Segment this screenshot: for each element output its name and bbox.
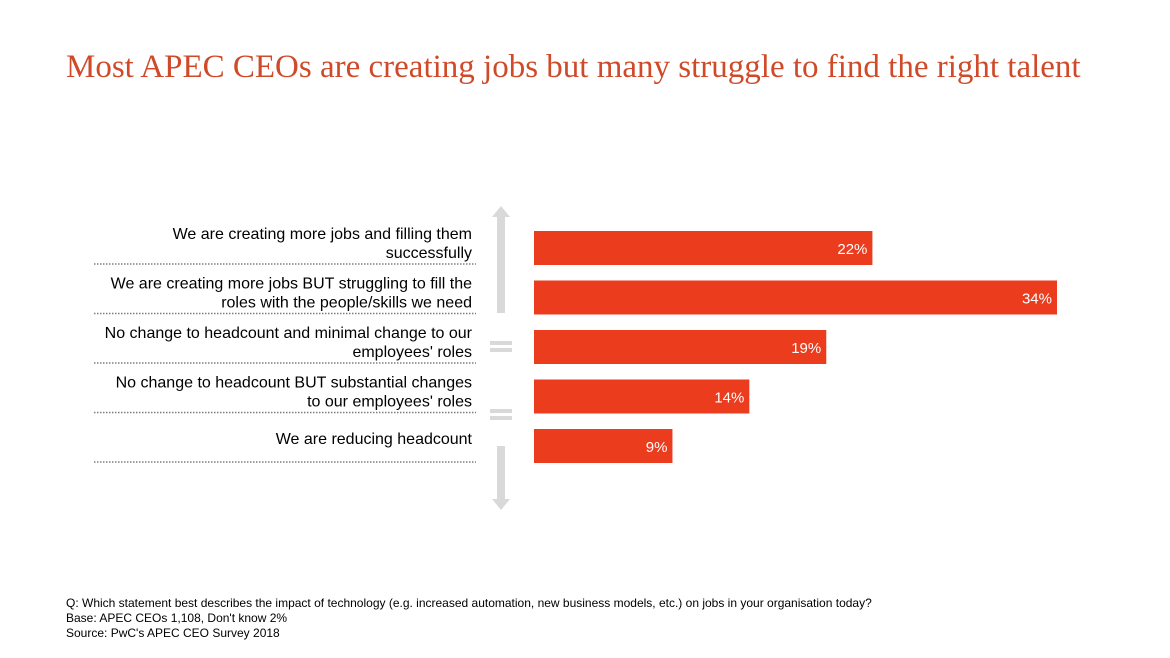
survey-source: Source: PwC's APEC CEO Survey 2018: [66, 626, 280, 640]
category-label: No change to headcount and minimal chang…: [105, 325, 473, 361]
chart-row: No change to headcount BUT substantial c…: [94, 375, 750, 414]
bar: [534, 379, 750, 414]
bar: [534, 231, 873, 265]
equals-icon: [490, 341, 512, 345]
bar: [534, 429, 673, 463]
chart-row: We are creating more jobs and filling th…: [94, 226, 873, 265]
data-label: 14%: [714, 390, 744, 407]
survey-base: Base: APEC CEOs 1,108, Don't know 2%: [66, 611, 288, 625]
chart-row: We are reducing headcount 9%: [94, 429, 673, 463]
footnotes: Q: Which statement best describes the im…: [66, 596, 872, 641]
chart-row: We are creating more jobs BUT struggling…: [94, 276, 1057, 315]
equals-icon: [490, 348, 512, 352]
chart-title: Most APEC CEOs are creating jobs but man…: [66, 49, 1081, 85]
bar: [534, 280, 1057, 315]
direction-indicators: [490, 206, 512, 510]
data-label: 34%: [1022, 291, 1052, 308]
category-label: We are creating more jobs BUT struggling…: [111, 276, 472, 312]
up-arrow-icon: [492, 206, 510, 313]
data-label: 22%: [837, 241, 867, 258]
survey-question: Q: Which statement best describes the im…: [66, 596, 872, 610]
equals-icon: [490, 416, 512, 420]
category-label: We are reducing headcount: [276, 431, 473, 448]
data-label: 19%: [791, 340, 821, 357]
down-arrow-icon: [492, 446, 510, 510]
equals-icon: [490, 409, 512, 413]
category-label: We are creating more jobs and filling th…: [173, 226, 472, 262]
chart-rows: We are creating more jobs and filling th…: [94, 226, 1057, 463]
data-label: 9%: [646, 439, 668, 456]
chart-row: No change to headcount and minimal chang…: [94, 325, 827, 364]
bar: [534, 330, 827, 364]
category-label: No change to headcount BUT substantial c…: [116, 375, 472, 411]
